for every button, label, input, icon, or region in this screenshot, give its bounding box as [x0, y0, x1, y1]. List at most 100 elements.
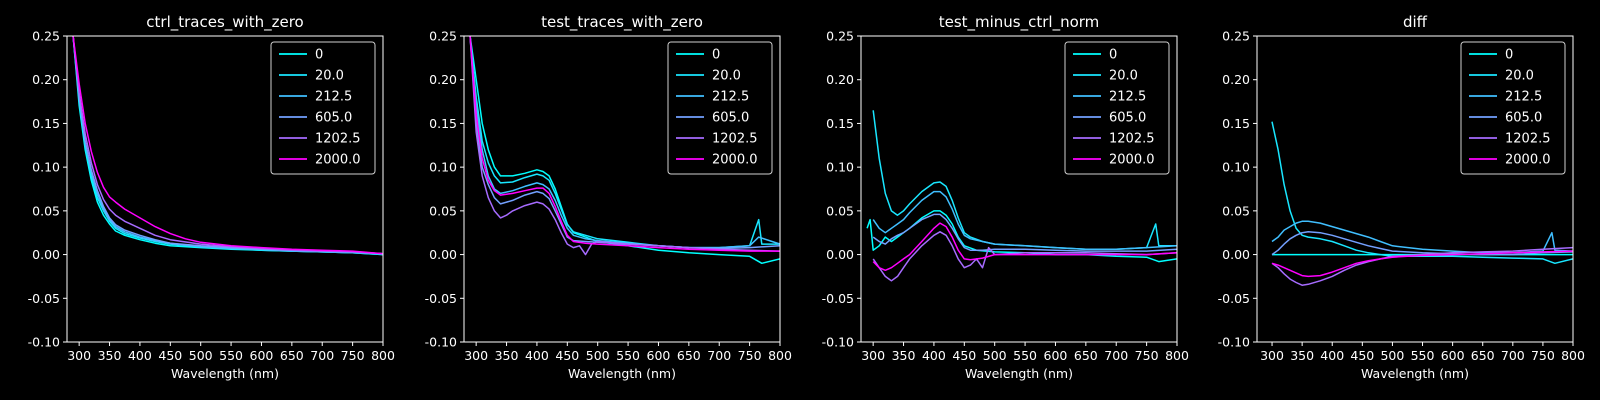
series-line-3: [872, 213, 1177, 252]
chart-panel-4: 300 350 400 450 500 550 600 650 700 750 800 -0.10 -0…: [1218, 13, 1585, 381]
y-tick-label: 0.20: [826, 72, 854, 87]
series-lines: [72, 36, 383, 256]
series-line-4: [1271, 246, 1573, 286]
y-tick-label: -0.10: [28, 335, 60, 350]
x-tick-label: 400: [128, 348, 152, 363]
x-tick-label: 350: [892, 348, 916, 363]
legend-label: 212.5: [712, 90, 749, 105]
y-tick-label: 0.05: [826, 203, 854, 218]
x-tick-label: 500: [189, 348, 213, 363]
y-tick-label: -0.05: [1218, 291, 1250, 306]
legend-label: 2000.0: [315, 153, 361, 168]
y-tick-label: 0.10: [429, 160, 457, 175]
x-tick-label: 400: [525, 348, 549, 363]
chart-title: test_traces_with_zero: [541, 13, 703, 32]
legend-label: 2000.0: [712, 153, 758, 168]
series-line-2: [872, 190, 1177, 251]
x-tick-label: 450: [158, 348, 182, 363]
y-tick-label: 0.25: [429, 29, 457, 44]
axes-frame: [66, 35, 384, 343]
legend-label: 0: [1505, 48, 1513, 63]
x-tick-label: 450: [1350, 348, 1374, 363]
x-tick-label: 400: [922, 348, 946, 363]
y-tick-label: 0.00: [32, 247, 60, 262]
x-tick-label: 800: [1165, 348, 1189, 363]
x-tick-label: 500: [983, 348, 1007, 363]
x-tick-label: 600: [1044, 348, 1068, 363]
x-tick-label: 350: [495, 348, 519, 363]
x-tick-label: 600: [647, 348, 671, 363]
legend-label: 2000.0: [1505, 153, 1551, 168]
x-tick-label: 650: [677, 348, 701, 363]
axes-frame: [860, 35, 1178, 343]
legend-label: 605.0: [712, 111, 749, 126]
y-tick-label: 0.15: [32, 116, 60, 131]
legend-label: 605.0: [1505, 111, 1542, 126]
x-tick-label: 600: [1441, 348, 1465, 363]
series-line-5: [872, 222, 1177, 272]
x-axis-label: Wavelength (nm): [171, 366, 279, 381]
legend-label: 0: [1109, 48, 1117, 63]
chart-title: test_minus_ctrl_norm: [939, 13, 1100, 32]
y-tick-label: 0.10: [32, 160, 60, 175]
x-tick-label: 700: [1104, 348, 1128, 363]
legend-label: 605.0: [1109, 111, 1146, 126]
legend-label: 1202.5: [1109, 132, 1155, 147]
y-tick-label: 0.15: [429, 116, 457, 131]
legend: 0 20.0 212.5 605.0 1202.5 2000.0: [1064, 41, 1170, 175]
x-tick-label: 650: [1074, 348, 1098, 363]
y-tick-label: 0.00: [429, 247, 457, 262]
x-tick-label: 800: [1561, 348, 1585, 363]
x-tick-label: 450: [555, 348, 579, 363]
y-tick-label: -0.10: [1218, 335, 1250, 350]
y-tick-label: -0.05: [822, 291, 854, 306]
x-tick-label: 550: [1013, 348, 1037, 363]
series-line-0: [469, 36, 780, 265]
y-tick-label: 0.10: [1222, 160, 1250, 175]
x-tick-label: 650: [1471, 348, 1495, 363]
x-tick-label: 450: [952, 348, 976, 363]
y-tick-label: 0.20: [32, 72, 60, 87]
legend-label: 20.0: [315, 69, 344, 84]
legend-label: 0: [315, 48, 323, 63]
x-tick-label: 550: [219, 348, 243, 363]
x-tick-label: 350: [98, 348, 122, 363]
y-tick-label: -0.05: [28, 291, 60, 306]
x-tick-label: 800: [768, 348, 792, 363]
legend-label: 1202.5: [712, 132, 758, 147]
y-tick-label: 0.05: [32, 203, 60, 218]
series-line-4: [469, 36, 780, 256]
y-tick-label: -0.05: [425, 291, 457, 306]
y-tick-label: 0.25: [826, 29, 854, 44]
x-tick-label: 700: [310, 348, 334, 363]
x-tick-label: 800: [371, 348, 395, 363]
legend-label: 2000.0: [1109, 153, 1155, 168]
legend-label: 1202.5: [315, 132, 361, 147]
legend-label: 212.5: [1109, 90, 1146, 105]
chart-title: ctrl_traces_with_zero: [146, 13, 303, 32]
x-tick-label: 300: [1260, 348, 1284, 363]
y-tick-label: 0.15: [826, 116, 854, 131]
y-tick-label: -0.10: [822, 335, 854, 350]
x-tick-label: 350: [1290, 348, 1314, 363]
y-tick-label: -0.10: [425, 335, 457, 350]
legend: 0 20.0 212.5 605.0 1202.5 2000.0: [667, 41, 773, 175]
series-lines: [1271, 121, 1573, 286]
legend: 0 20.0 212.5 605.0 1202.5 2000.0: [1460, 41, 1566, 175]
series-lines: [469, 36, 780, 265]
axes-frame: [463, 35, 781, 343]
legend-label: 0: [712, 48, 720, 63]
axes-frame: [1256, 35, 1574, 343]
x-tick-label: 750: [1135, 348, 1159, 363]
x-tick-label: 550: [1411, 348, 1435, 363]
legend-label: 212.5: [1505, 90, 1542, 105]
x-tick-label: 700: [1501, 348, 1525, 363]
x-tick-label: 300: [67, 348, 91, 363]
y-tick-label: 0.20: [429, 72, 457, 87]
y-tick-label: 0.25: [1222, 29, 1250, 44]
legend-label: 605.0: [315, 111, 352, 126]
y-tick-label: 0.20: [1222, 72, 1250, 87]
x-tick-label: 500: [586, 348, 610, 363]
legend-label: 20.0: [1505, 69, 1534, 84]
